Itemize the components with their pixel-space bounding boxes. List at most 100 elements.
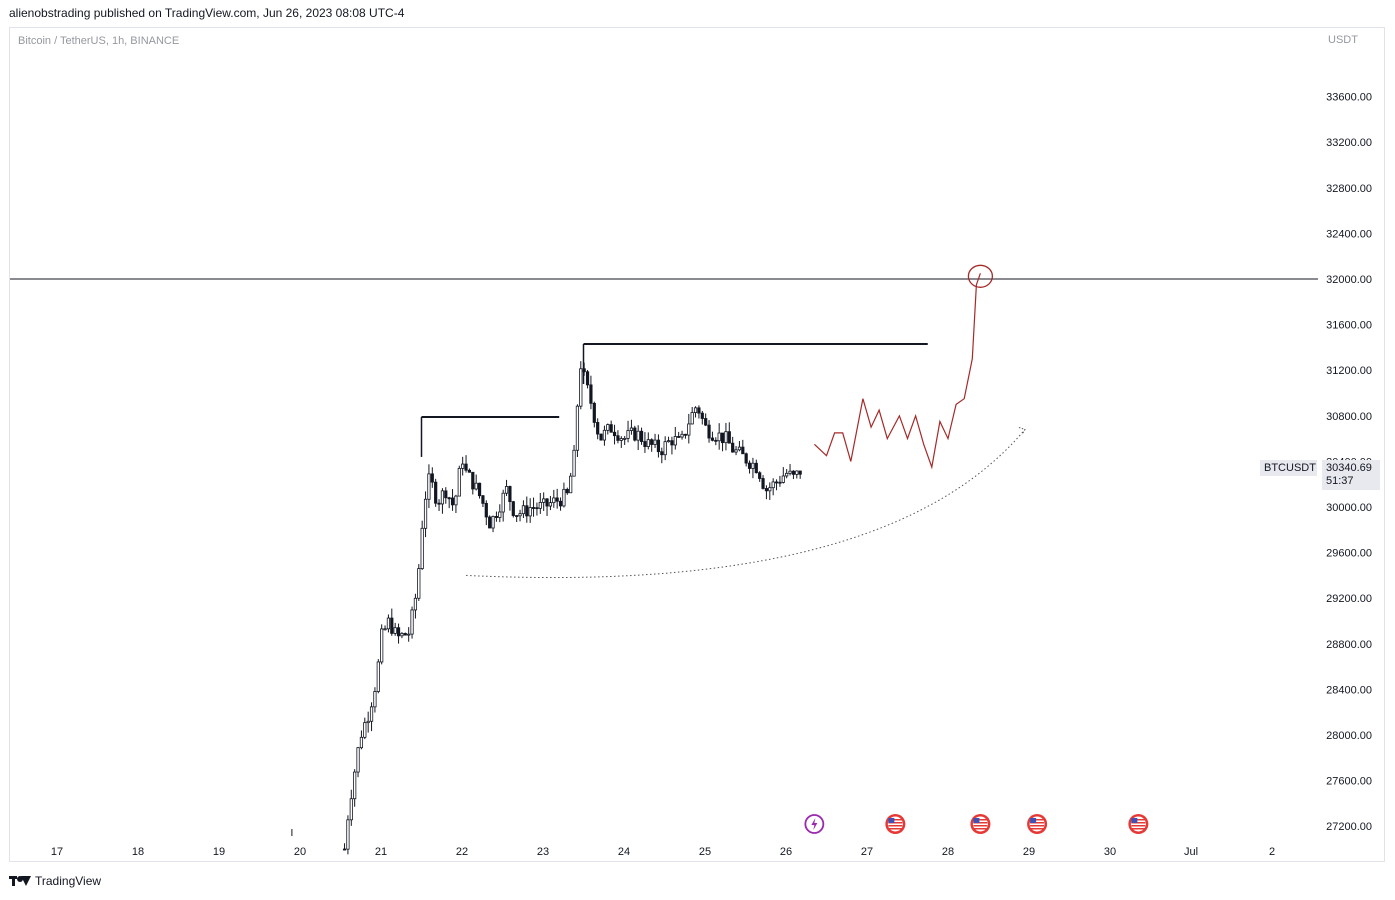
flag-stripe — [973, 828, 988, 830]
candle-body — [761, 478, 765, 489]
candle-body — [778, 481, 782, 484]
candle-body — [602, 429, 607, 441]
publisher-line: alienobstrading published on TradingView… — [9, 6, 405, 20]
candle-body — [707, 424, 711, 439]
candle-body — [454, 495, 458, 506]
candle-body — [373, 691, 377, 708]
candle-body — [538, 502, 542, 509]
candle-body — [420, 527, 424, 569]
symbol-title: Bitcoin / TetherUS, 1h, BINANCE — [18, 35, 180, 47]
candle-body — [798, 470, 802, 475]
x-tick-label: 2 — [1269, 846, 1275, 858]
candle-body — [795, 470, 799, 475]
candle-body — [683, 433, 688, 436]
y-tick-label: 29200.00 — [1326, 593, 1372, 605]
candle-body — [633, 427, 637, 441]
candle-body — [693, 407, 698, 413]
candle-body — [731, 442, 735, 453]
x-tick-label: 27 — [861, 846, 873, 858]
candle-body — [400, 633, 404, 637]
candle-body — [720, 432, 725, 444]
flag-stripe — [888, 822, 903, 824]
candle-body — [619, 438, 623, 441]
candle-body — [639, 430, 644, 442]
candle-body — [565, 488, 569, 494]
flag-stripe — [888, 819, 903, 821]
candle-body — [646, 439, 650, 447]
candle-body — [754, 462, 758, 474]
candle-body — [545, 498, 549, 507]
flag-stripe — [973, 822, 988, 824]
candle-body — [724, 431, 728, 444]
dotted-curve-arrow — [1018, 427, 1026, 435]
x-tick-label: 22 — [456, 846, 468, 858]
currency-label: USDT — [1328, 34, 1358, 46]
candle-body — [670, 440, 674, 446]
candle-body — [741, 446, 745, 455]
candle-body — [660, 451, 664, 456]
y-tick-label: 31600.00 — [1326, 320, 1372, 332]
candle-body — [727, 431, 731, 444]
y-tick-label: 32400.00 — [1326, 228, 1372, 240]
candle-body — [521, 505, 526, 515]
candle-body — [717, 432, 721, 442]
candle-body — [491, 516, 495, 529]
candle-body — [393, 627, 397, 634]
y-tick-label: 28800.00 — [1326, 639, 1372, 651]
candle-body — [518, 513, 522, 517]
candle-body — [744, 453, 748, 464]
candle-body — [535, 507, 539, 510]
candle-body — [396, 627, 401, 637]
candle-body — [481, 495, 485, 504]
candle-body — [643, 441, 647, 447]
candle-body — [508, 486, 512, 503]
flag-stripe — [888, 825, 903, 827]
candle-body — [687, 423, 691, 436]
candle-body — [403, 633, 407, 636]
y-tick-label: 28000.00 — [1326, 730, 1372, 742]
candle-body — [484, 502, 488, 518]
candle-body — [585, 371, 590, 386]
tradingview-footer[interactable]: TradingView — [9, 874, 101, 888]
candle-body — [548, 502, 553, 507]
candle-body — [417, 568, 421, 599]
x-tick-label: 28 — [942, 846, 954, 858]
candle-body — [511, 501, 515, 516]
flag-stripe — [1030, 825, 1045, 827]
y-tick-label: 31200.00 — [1326, 365, 1372, 377]
candle-body — [515, 515, 519, 517]
candle-body — [609, 424, 613, 433]
candle-body — [342, 848, 347, 851]
y-tick-label: 32800.00 — [1326, 183, 1372, 195]
candle-body — [488, 516, 492, 529]
flag-stripe — [1131, 819, 1146, 821]
candle-body — [504, 486, 509, 494]
symbol-price-tag: BTCUSDT — [1260, 460, 1317, 476]
candle-body — [629, 427, 634, 431]
candle-body — [353, 771, 357, 800]
candle-body — [346, 819, 350, 850]
candle-body — [710, 437, 715, 441]
x-tick-label: 26 — [780, 846, 792, 858]
candle-body — [498, 511, 502, 518]
flag-stripe — [1131, 828, 1146, 830]
y-tick-label: 30000.00 — [1326, 502, 1372, 514]
x-tick-label: 30 — [1104, 846, 1116, 858]
candle-body — [467, 469, 472, 473]
candle-body — [714, 439, 718, 442]
footer-brand: TradingView — [35, 874, 102, 888]
y-tick-label: 27600.00 — [1326, 776, 1372, 788]
x-tick-label: 17 — [51, 846, 63, 858]
candle-body — [768, 487, 772, 492]
candle-body — [785, 472, 789, 477]
x-tick-label: 19 — [213, 846, 225, 858]
flag-stripe — [1131, 825, 1146, 827]
candle-body — [386, 617, 391, 630]
candle-body — [771, 481, 775, 489]
x-tick-label: Jul — [1184, 846, 1198, 858]
last-price-value: 30340.69 — [1326, 462, 1372, 474]
x-tick-label: 18 — [132, 846, 144, 858]
lightning-bolt-shape — [811, 818, 818, 830]
candle-body — [447, 497, 451, 500]
